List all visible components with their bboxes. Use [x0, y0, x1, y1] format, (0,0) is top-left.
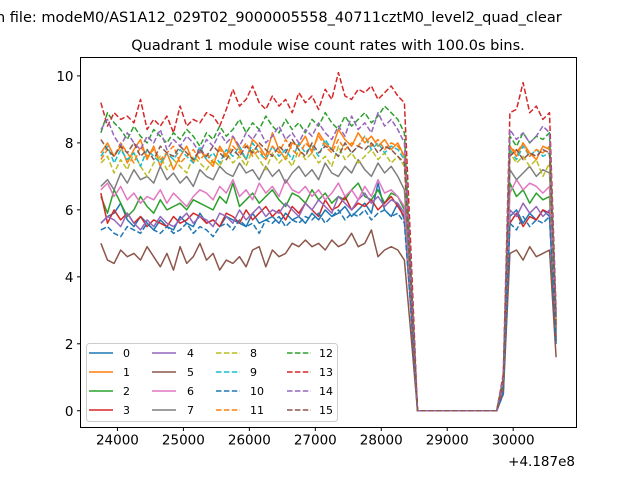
- x-tick-label: 28000: [360, 433, 403, 449]
- legend-label-14: 14: [319, 385, 333, 398]
- legend-label-15: 15: [319, 404, 333, 417]
- y-tick-label: 0: [65, 404, 74, 420]
- legend-label-8: 8: [250, 347, 257, 360]
- y-tick-label: 6: [65, 203, 74, 219]
- series-line-14: [100, 111, 557, 412]
- x-tick-label: 24000: [96, 433, 139, 449]
- x-tick-label: 29000: [426, 433, 469, 449]
- y-tick-label: 10: [56, 69, 73, 85]
- series-line-13: [100, 71, 557, 412]
- legend-label-7: 7: [187, 404, 194, 417]
- legend-label-1: 1: [123, 366, 130, 379]
- y-tick-label: 8: [65, 136, 74, 152]
- legend-label-0: 0: [123, 347, 130, 360]
- x-tick-label: 30000: [492, 433, 535, 449]
- legend-label-6: 6: [187, 385, 194, 398]
- suptitle: n file: modeM0/AS1A12_029T02_9000005558_…: [0, 10, 562, 26]
- legend-label-13: 13: [319, 366, 333, 379]
- legend-label-3: 3: [123, 404, 130, 417]
- legend-label-9: 9: [250, 366, 257, 379]
- y-tick-label: 2: [65, 337, 74, 353]
- legend-frame: [86, 343, 338, 422]
- x-offset-label: +4.187e8: [508, 454, 575, 470]
- legend-label-12: 12: [319, 347, 333, 360]
- x-tick-label: 26000: [228, 433, 271, 449]
- x-tick-label: 27000: [294, 433, 337, 449]
- y-tick-label: 4: [65, 270, 74, 286]
- plot-lines: [100, 71, 557, 412]
- axis-ticks: 24000 25000 26000 27000 28000 29000 30000 0 2 4 6 8…: [56, 69, 534, 449]
- legend-label-5: 5: [187, 366, 194, 379]
- legend-label-11: 11: [250, 404, 264, 417]
- chart-title: Quadrant 1 module wise count rates with …: [131, 38, 525, 54]
- legend-label-4: 4: [187, 347, 194, 360]
- axes-frame: [80, 57, 577, 428]
- series-line-10: [100, 209, 557, 412]
- series-line-11: [100, 135, 557, 412]
- legend-label-10: 10: [250, 385, 264, 398]
- x-tick-label: 25000: [162, 433, 205, 449]
- legend-label-2: 2: [123, 385, 130, 398]
- series-line-15: [100, 138, 557, 412]
